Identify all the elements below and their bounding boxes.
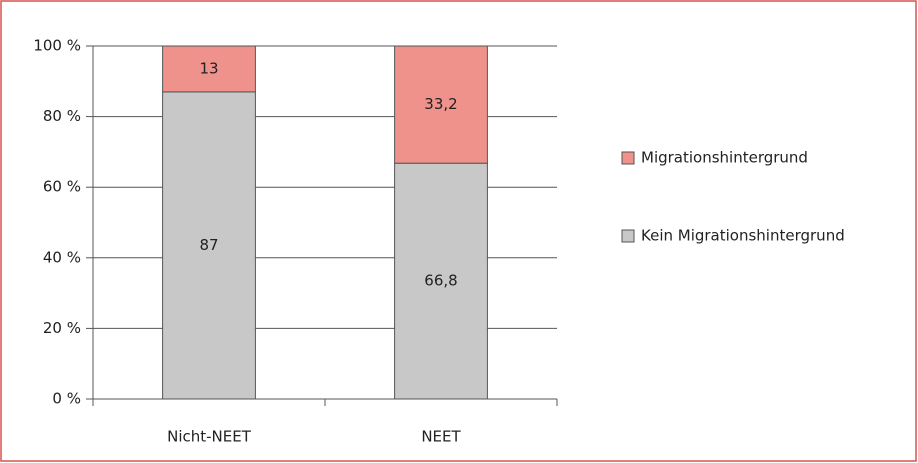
bar-segment [162, 45, 256, 93]
y-tick-label: 20 % [43, 319, 81, 337]
data-label: 66,8 [424, 272, 457, 290]
bar-segment [394, 45, 488, 164]
y-tick-label: 0 % [52, 390, 81, 408]
legend-swatch [621, 229, 635, 243]
legend-label: Migrationshintergrund [641, 149, 808, 167]
y-tick-label: 40 % [43, 248, 81, 266]
data-label: 33,2 [424, 95, 457, 113]
data-label: 13 [199, 59, 218, 77]
data-label: 87 [199, 236, 218, 254]
legend-label: Kein Migrationshintergrund [641, 227, 845, 245]
y-tick-label: 80 % [43, 107, 81, 125]
x-tick-label: Nicht-NEET [167, 428, 252, 446]
legend-swatch [621, 151, 635, 165]
x-tick-label: NEET [421, 428, 461, 446]
y-tick-label: 60 % [43, 178, 81, 196]
y-tick-label: 100 % [33, 37, 81, 55]
bar-segment [394, 162, 488, 400]
